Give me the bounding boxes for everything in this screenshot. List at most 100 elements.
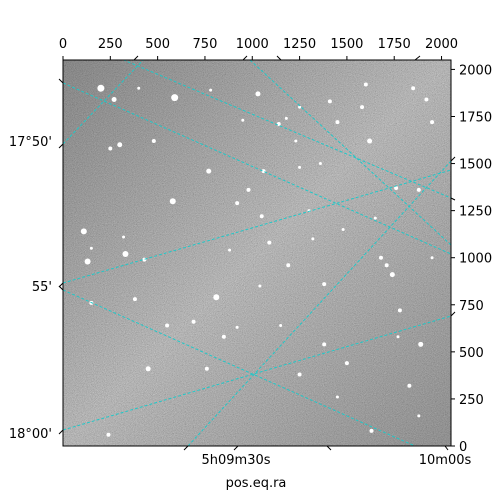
star (246, 187, 251, 192)
star (137, 86, 141, 90)
world-tick-mark (233, 445, 239, 451)
world-tick-mark (58, 143, 64, 149)
star (267, 240, 272, 245)
world-tick-mark (444, 445, 449, 451)
star (235, 201, 240, 206)
star (106, 432, 111, 437)
world-tick-mark (133, 55, 139, 61)
star (335, 395, 339, 399)
x-tick-label: 1000 (236, 37, 269, 52)
ra-tick-label-1000: 10m00s (419, 453, 472, 468)
star (416, 187, 421, 192)
coordinate-grid (63, 60, 451, 446)
star (171, 94, 179, 102)
grid-line (63, 315, 451, 431)
star (430, 120, 435, 125)
star (298, 165, 302, 169)
star (142, 257, 147, 262)
star (151, 138, 156, 143)
star (418, 341, 424, 347)
star (204, 366, 209, 371)
y-tick-label: 750 (459, 299, 484, 314)
top-pixel-axis: 0 250 500 750 1000 1250 1500 1750 2000 (59, 37, 458, 60)
star (80, 228, 87, 235)
star (209, 88, 213, 92)
world-tick-mark (450, 156, 456, 162)
star (206, 168, 212, 174)
star (235, 325, 239, 329)
x-tick-label: 500 (145, 37, 170, 52)
y-tick-label: 0 (459, 440, 467, 455)
star (389, 272, 395, 278)
x-tick-label: 750 (193, 37, 218, 52)
world-tick-mark (276, 55, 282, 61)
star (294, 139, 298, 143)
star (165, 323, 170, 328)
star (373, 216, 377, 220)
star (145, 366, 151, 372)
star (84, 258, 91, 265)
star (169, 198, 176, 205)
star (117, 142, 123, 148)
star (424, 97, 429, 102)
star (108, 146, 113, 151)
plot-frame (62, 59, 452, 447)
y-tick-label: 2000 (459, 63, 492, 78)
star-field (80, 82, 435, 437)
x-tick-label: 1750 (378, 37, 411, 52)
star (297, 372, 302, 377)
star (384, 263, 389, 268)
star (213, 294, 220, 301)
sky-image (63, 60, 451, 446)
star (259, 214, 264, 219)
star (276, 122, 281, 127)
world-tick-mark (242, 55, 248, 61)
star (311, 237, 315, 241)
grid-line (249, 60, 451, 246)
star (322, 342, 327, 347)
world-coordinate-ticks (58, 55, 456, 451)
world-tick-mark (414, 55, 421, 61)
star (89, 246, 93, 250)
star (255, 91, 261, 97)
star (279, 323, 283, 327)
grid-line (122, 60, 451, 199)
y-tick-label: 1750 (459, 110, 492, 125)
star (430, 256, 434, 260)
star (394, 186, 399, 191)
star (397, 308, 402, 313)
world-tick-mark (58, 429, 64, 435)
x-axis-title: pos.eq.ra (226, 476, 287, 491)
world-tick-mark (183, 445, 189, 451)
star (411, 86, 416, 91)
star (258, 284, 262, 288)
world-tick-mark (326, 445, 332, 451)
x-tick-label: 1500 (330, 37, 363, 52)
world-tick-mark (450, 311, 456, 317)
star (417, 414, 421, 418)
grid-line (63, 82, 451, 255)
y-tick-label: 1250 (459, 205, 492, 220)
star (221, 334, 226, 339)
grid-line (63, 169, 451, 284)
star (378, 255, 383, 260)
world-tick-mark (450, 197, 456, 201)
dec-tick-label-55: 55' (32, 280, 52, 295)
grid-line (63, 60, 144, 145)
star (284, 116, 288, 120)
star (327, 99, 332, 104)
x-tick-label: 250 (98, 37, 123, 52)
ra-tick-label-0930: 5h09m30s (201, 453, 270, 468)
star (396, 335, 400, 339)
y-tick-label: 1000 (459, 252, 492, 267)
star (344, 361, 349, 366)
y-tick-label: 250 (459, 393, 484, 408)
star (369, 428, 374, 433)
star (228, 248, 232, 252)
x-tick-label: 2000 (425, 37, 458, 52)
star (122, 235, 126, 239)
star (335, 120, 340, 125)
star (322, 282, 327, 287)
star (97, 84, 105, 92)
